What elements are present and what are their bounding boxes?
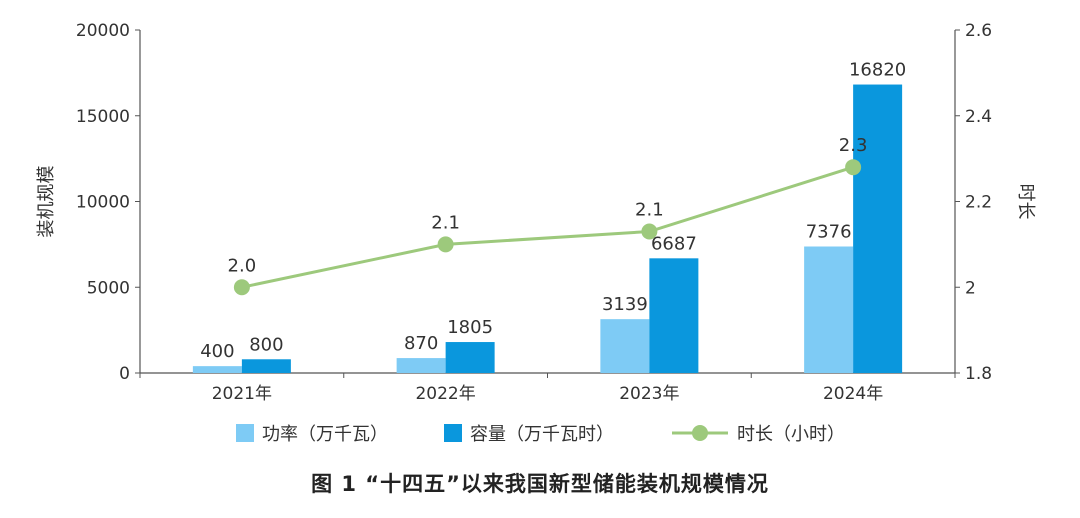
y2-tick-label: 2.6 bbox=[965, 21, 992, 41]
data-label-capacity: 1805 bbox=[447, 317, 493, 338]
axes: 0 5000 10000 15000 20000 1.8 2 2.2 2.4 2.6 2021年 20… bbox=[36, 21, 1036, 404]
y2-tick-label: 2.2 bbox=[965, 193, 992, 213]
bar-capacity bbox=[853, 84, 903, 374]
bars bbox=[192, 84, 903, 374]
legend-swatch-duration-marker bbox=[692, 425, 708, 441]
legend-label-duration: 时长（小时） bbox=[737, 424, 845, 445]
legend-label-capacity: 容量（万千瓦时） bbox=[470, 424, 614, 445]
data-label-power: 7376 bbox=[806, 222, 852, 243]
duration-point bbox=[233, 279, 250, 296]
y2-tick-label: 1.8 bbox=[965, 364, 992, 384]
data-label-duration: 2.0 bbox=[228, 255, 257, 276]
chart-title: 图 1 “十四五”以来我国新型储能装机规模情况 bbox=[311, 472, 769, 496]
chart: 0 5000 10000 15000 20000 1.8 2 2.2 2.4 2.6 2021年 20… bbox=[36, 21, 1036, 445]
bar-capacity bbox=[649, 258, 699, 373]
y2-tick-label: 2 bbox=[965, 278, 976, 298]
legend-label-power: 功率（万千瓦） bbox=[262, 424, 388, 445]
y2-tick-label: 2.4 bbox=[965, 107, 992, 127]
y-axis-title: 装机规模 bbox=[36, 166, 57, 238]
duration-line bbox=[233, 159, 862, 296]
duration-point bbox=[845, 159, 862, 176]
duration-point bbox=[641, 223, 658, 240]
data-label-capacity: 6687 bbox=[651, 233, 697, 254]
bar-power bbox=[804, 246, 854, 373]
x-tick-label: 2023年 bbox=[619, 384, 679, 404]
data-label-power: 870 bbox=[404, 333, 438, 354]
data-labels: 400 870 3139 7376 800 1805 6687 16820 2.0 2.1 2.1 2… bbox=[200, 60, 906, 363]
y-tick-label: 0 bbox=[119, 364, 130, 384]
bar-power bbox=[600, 319, 650, 373]
data-label-capacity: 800 bbox=[249, 334, 283, 355]
bar-capacity bbox=[445, 342, 495, 373]
data-label-capacity: 16820 bbox=[849, 60, 906, 81]
data-label-duration: 2.1 bbox=[635, 200, 664, 221]
legend: 功率（万千瓦） 容量（万千瓦时） 时长（小时） bbox=[236, 424, 845, 445]
y-tick-label: 15000 bbox=[76, 107, 130, 127]
x-tick-label: 2024年 bbox=[823, 384, 883, 404]
duration-point bbox=[437, 236, 454, 253]
y-tick-label: 20000 bbox=[76, 21, 130, 41]
y-tick-label: 10000 bbox=[76, 193, 130, 213]
x-tick-label: 2022年 bbox=[415, 384, 475, 404]
data-label-duration: 2.3 bbox=[839, 135, 868, 156]
x-tick-label: 2021年 bbox=[212, 384, 272, 404]
y-tick-label: 5000 bbox=[87, 278, 130, 298]
bar-capacity bbox=[241, 359, 291, 373]
data-label-power: 3139 bbox=[602, 294, 648, 315]
legend-swatch-capacity bbox=[444, 424, 462, 442]
bar-power bbox=[396, 358, 446, 373]
y2-axis-title: 时长 bbox=[1015, 184, 1036, 220]
legend-swatch-power bbox=[236, 424, 254, 442]
data-label-duration: 2.1 bbox=[431, 212, 460, 233]
data-label-power: 400 bbox=[200, 341, 234, 362]
bar-power bbox=[192, 366, 242, 373]
duration-line-path bbox=[241, 165, 854, 289]
